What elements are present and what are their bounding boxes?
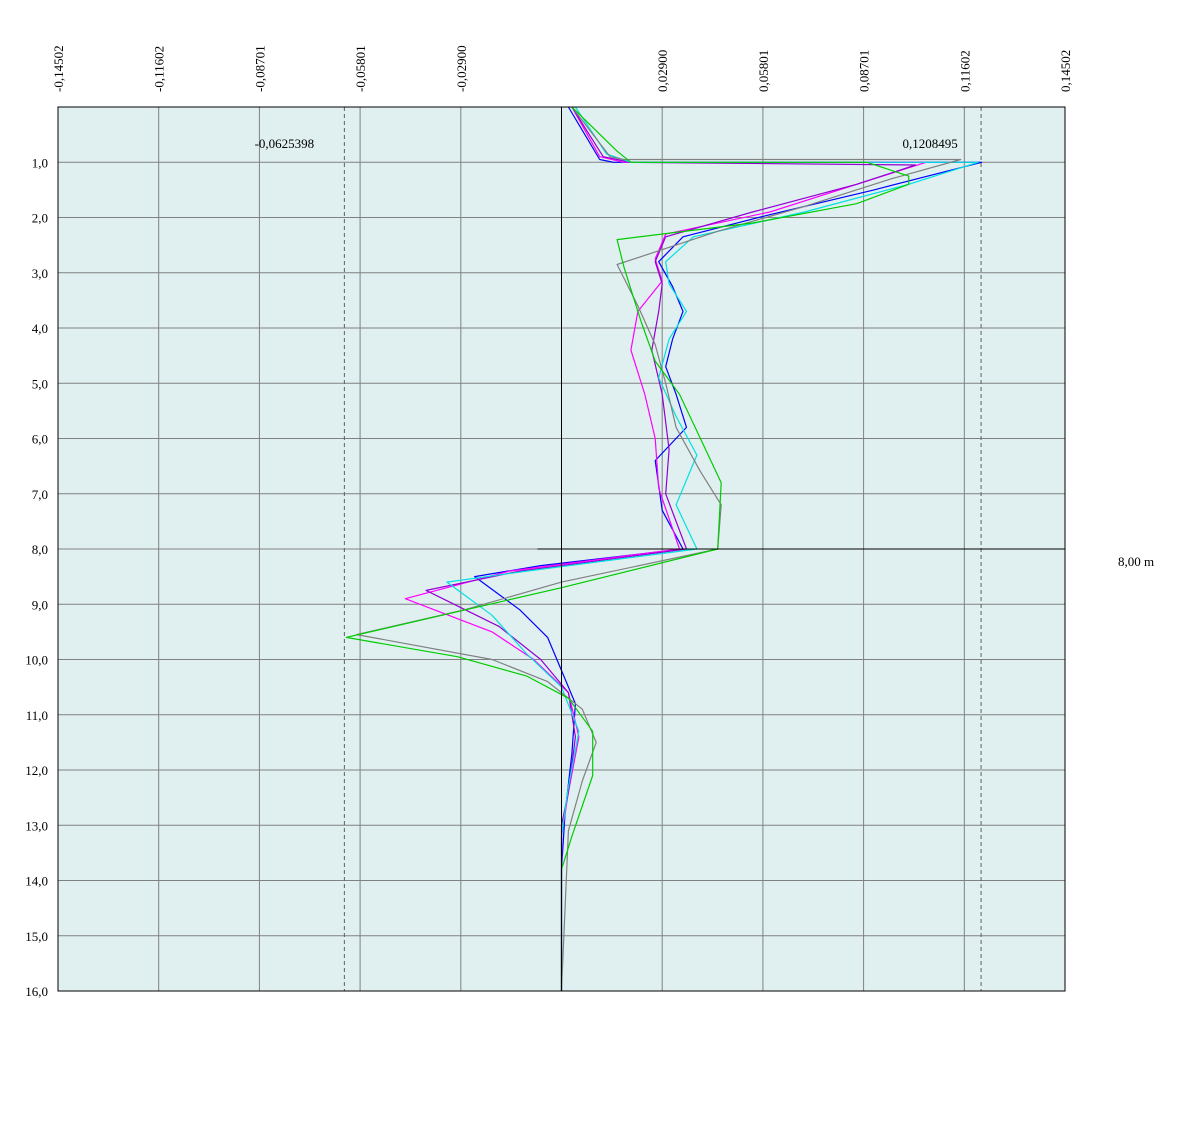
- x-tick-label: -0,08701: [252, 45, 267, 92]
- series-line: [345, 106, 910, 991]
- x-tick-label: -0,14502: [51, 45, 66, 92]
- x-tick-label: -0,05801: [353, 45, 368, 92]
- series-line: [474, 106, 983, 991]
- y-tick-label: 6,0: [32, 432, 48, 447]
- y-tick-label: 13,0: [25, 818, 48, 833]
- x-tick-label: 0,02900: [655, 50, 670, 92]
- y-tick-label: 11,0: [26, 708, 48, 723]
- series-line: [356, 106, 962, 992]
- x-tick-label: 0,14502: [1058, 50, 1073, 92]
- y-tick-label: 7,0: [32, 487, 48, 502]
- y-tick-label: 8,0: [32, 542, 48, 557]
- x-tick-label: 0,05801: [756, 50, 771, 92]
- x-tick-label: 0,11602: [957, 50, 972, 92]
- y-tick-labels: 1,0 2,0 3,0 4,0 5,0 6,0 7,0 8,0 9,0 10,0 11,0 12,0 1…: [25, 155, 48, 999]
- max-value-label: 0,1208495: [902, 136, 957, 151]
- y-tick-label: 1,0: [32, 155, 48, 170]
- x-tick-label: -0,11602: [152, 46, 167, 92]
- y-tick-label: 16,0: [25, 984, 48, 999]
- x-tick-label: 0,08701: [857, 50, 872, 92]
- axes: [57, 106, 1066, 992]
- y-tick-label: 3,0: [32, 266, 48, 281]
- y-tick-label: 15,0: [25, 929, 48, 944]
- level-marker-label: 8,00 m: [1118, 554, 1154, 569]
- x-tick-labels: -0,14502 -0,11602 -0,08701 -0,05801 -0,02900…: [51, 45, 1073, 92]
- min-value-label: -0,0625398: [255, 136, 315, 151]
- y-tick-label: 10,0: [25, 653, 48, 668]
- y-tick-label: 12,0: [25, 763, 48, 778]
- y-tick-label: 4,0: [32, 321, 48, 336]
- y-tick-label: 9,0: [32, 597, 48, 612]
- y-tick-label: 2,0: [32, 211, 48, 226]
- y-tick-label: 5,0: [32, 376, 48, 391]
- x-tick-label: -0,02900: [454, 45, 469, 92]
- y-tick-label: 14,0: [25, 874, 48, 889]
